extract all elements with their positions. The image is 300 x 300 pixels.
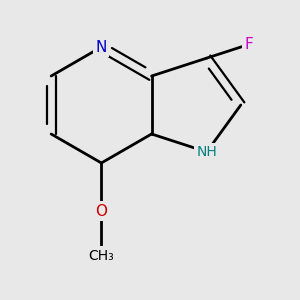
Text: F: F (244, 37, 253, 52)
Text: NH: NH (196, 145, 217, 159)
Text: CH₃: CH₃ (88, 249, 114, 262)
Text: N: N (96, 40, 107, 55)
Text: O: O (95, 204, 107, 219)
